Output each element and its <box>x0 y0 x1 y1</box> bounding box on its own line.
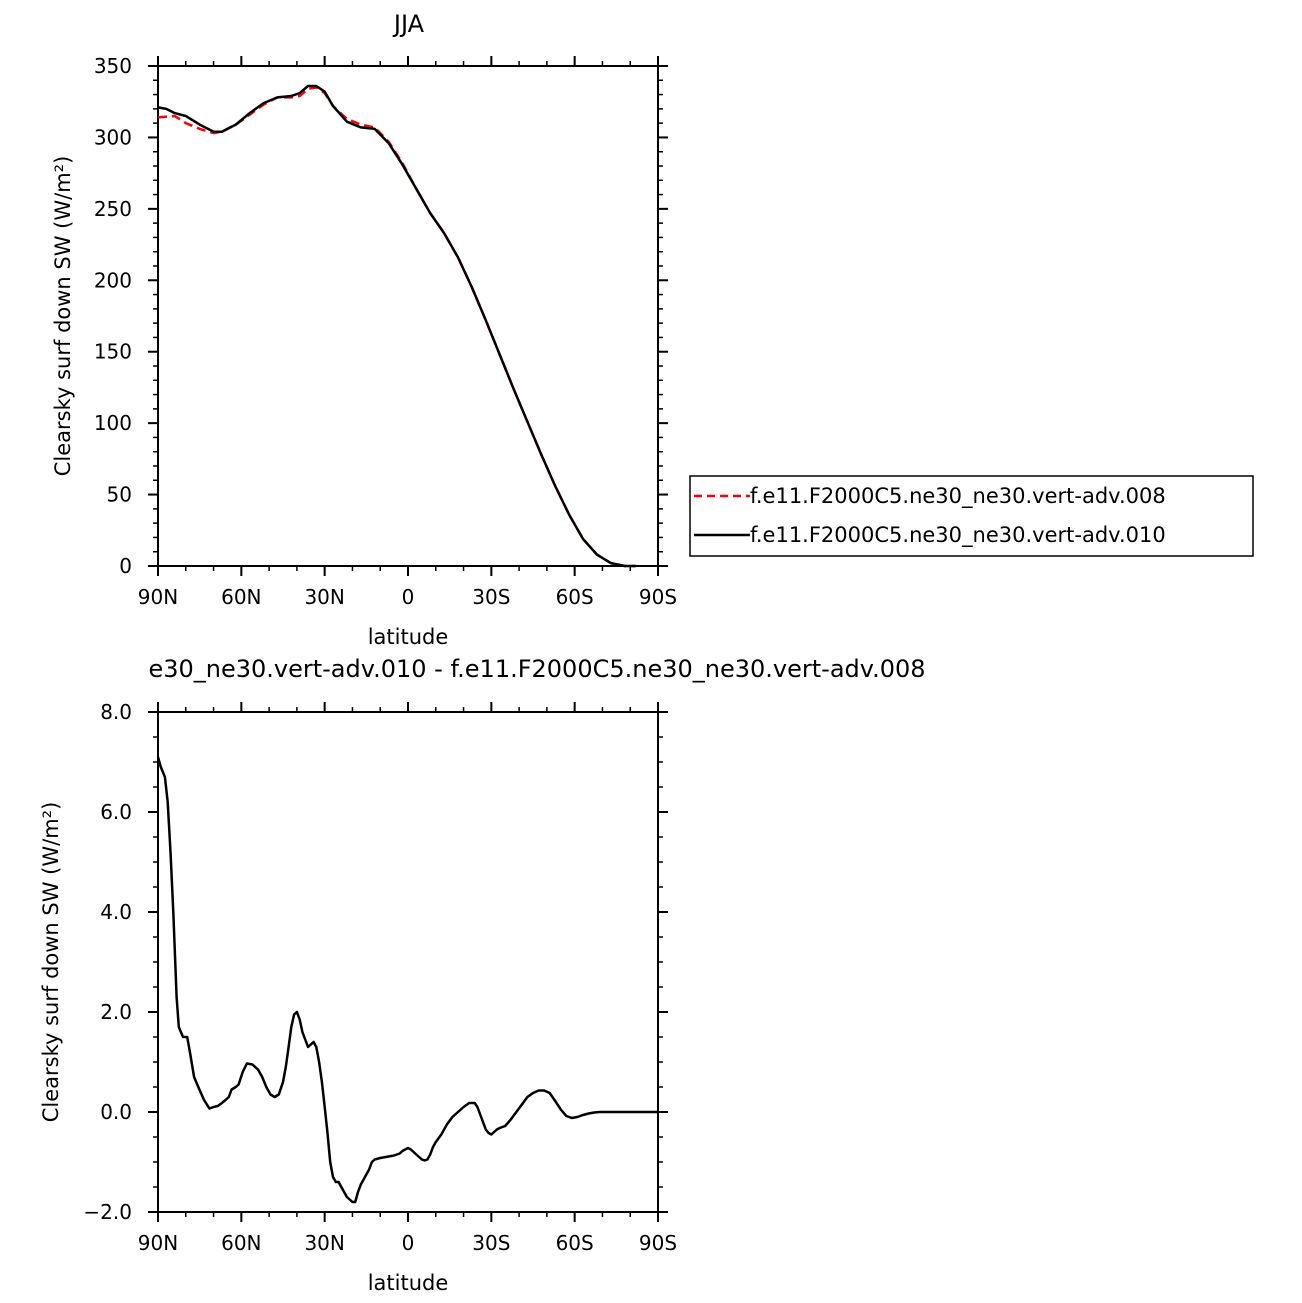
bottom-y-tick-label: −2.0 <box>83 1200 132 1224</box>
bottom-x-axis-title: latitude <box>368 1271 449 1295</box>
top-x-tick-label: 30S <box>472 585 510 609</box>
top-x-axis-title: latitude <box>368 625 449 649</box>
top-y-tick-label: 350 <box>94 54 132 78</box>
top-y-tick-label: 300 <box>94 125 132 149</box>
top-x-tick-label: 30N <box>304 585 344 609</box>
bottom-y-tick-label: 4.0 <box>100 900 132 924</box>
top-y-axis-title: Clearsky surf down SW (W/m²) <box>51 156 75 477</box>
top-y-tick-label: 50 <box>107 483 132 507</box>
top-x-tick-label: 60N <box>221 585 261 609</box>
top-plot-frame <box>157 65 659 567</box>
top-x-tick-label: 0 <box>402 585 415 609</box>
bottom-x-tick-label: 0 <box>402 1231 415 1255</box>
bottom-chart-title: e30_ne30.vert-adv.010 - f.e11.F2000C5.ne… <box>148 655 925 683</box>
bottom-y-tick-label: 8.0 <box>100 700 132 724</box>
legend: f.e11.F2000C5.ne30_ne30.vert-adv.008 f.e… <box>689 475 1254 557</box>
top-y-tick-label: 200 <box>94 268 132 292</box>
top-x-tick-label: 90N <box>138 585 178 609</box>
bottom-y-tick-label: 6.0 <box>100 800 132 824</box>
bottom-x-tick-label: 90S <box>639 1231 677 1255</box>
top-series-line-0 <box>157 86 636 568</box>
legend-label-010: f.e11.F2000C5.ne30_ne30.vert-adv.010 <box>750 523 1166 548</box>
top-y-tick-label: 250 <box>94 197 132 221</box>
top-x-tick-label: 90S <box>639 585 677 609</box>
bottom-y-tick-label: 0.0 <box>100 1100 132 1124</box>
bottom-y-axis-title: Clearsky surf down SW (W/m²) <box>39 802 63 1123</box>
top-x-tick-label: 60S <box>556 585 594 609</box>
top-chart-title: JJA <box>392 10 425 38</box>
top-series-line-1 <box>157 84 636 568</box>
bottom-plot-frame <box>157 711 659 1213</box>
top-chart: JJA 90N 60N 30N 0 30S 60S 90S 0 50 100 150 200 250 30… <box>51 10 1254 649</box>
bottom-series-line-0 <box>156 756 658 1204</box>
legend-label-008: f.e11.F2000C5.ne30_ne30.vert-adv.008 <box>750 484 1166 509</box>
bottom-x-tick-label: 30N <box>304 1231 344 1255</box>
bottom-y-tick-label: 2.0 <box>100 1000 132 1024</box>
bottom-chart: e30_ne30.vert-adv.010 - f.e11.F2000C5.ne… <box>39 655 926 1295</box>
bottom-x-tick-label: 30S <box>472 1231 510 1255</box>
bottom-x-tick-label: 90N <box>138 1231 178 1255</box>
top-y-tick-label: 100 <box>94 411 132 435</box>
bottom-x-tick-label: 60S <box>556 1231 594 1255</box>
bottom-x-tick-label: 60N <box>221 1231 261 1255</box>
top-y-tick-label: 0 <box>119 554 132 578</box>
legend-box <box>689 475 1254 557</box>
top-y-tick-label: 150 <box>94 340 132 364</box>
